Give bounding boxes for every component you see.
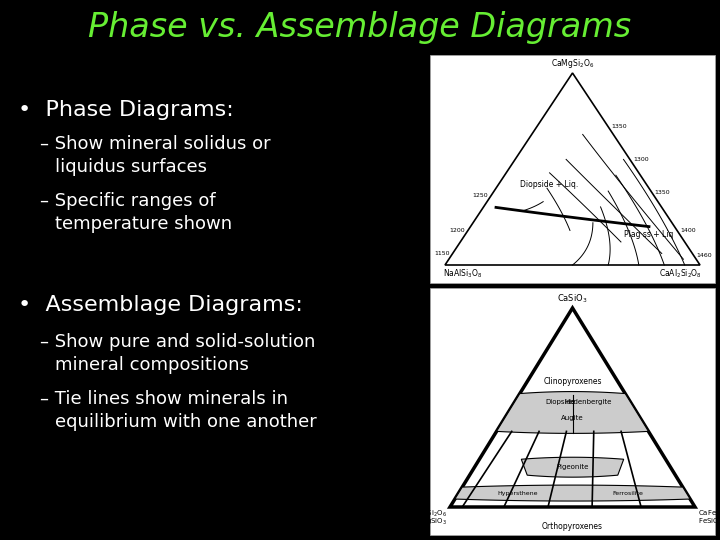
Text: Clinopyroxenes: Clinopyroxenes xyxy=(544,376,602,386)
Text: temperature shown: temperature shown xyxy=(55,215,232,233)
Text: Ferrosilite: Ferrosilite xyxy=(612,490,643,496)
Text: liquidus surfaces: liquidus surfaces xyxy=(55,158,207,176)
Text: NaAlSi$_3$O$_8$: NaAlSi$_3$O$_8$ xyxy=(443,268,482,280)
Text: 1200: 1200 xyxy=(449,228,465,233)
Text: Phase vs. Assemblage Diagrams: Phase vs. Assemblage Diagrams xyxy=(89,11,631,44)
Polygon shape xyxy=(455,485,690,501)
Text: mineral compositions: mineral compositions xyxy=(55,356,249,374)
Polygon shape xyxy=(521,457,624,477)
Text: – Tie lines show minerals in: – Tie lines show minerals in xyxy=(40,390,288,408)
Text: •  Assemblage Diagrams:: • Assemblage Diagrams: xyxy=(18,295,303,315)
Text: CaAl$_2$Si$_2$O$_8$: CaAl$_2$Si$_2$O$_8$ xyxy=(659,268,702,280)
Text: MgSiO$_3$: MgSiO$_3$ xyxy=(420,517,447,527)
Text: Hedenbergite: Hedenbergite xyxy=(564,399,612,404)
Text: CaFeSi$_2$O$_6$: CaFeSi$_2$O$_6$ xyxy=(698,509,720,519)
Text: Hypersthene: Hypersthene xyxy=(497,490,538,496)
Text: 1150: 1150 xyxy=(434,251,450,256)
Text: – Show pure and solid-solution: – Show pure and solid-solution xyxy=(40,333,315,351)
Text: FeSiO$_3$: FeSiO$_3$ xyxy=(698,517,720,527)
Text: CaMgSi$_2$O$_6$: CaMgSi$_2$O$_6$ xyxy=(407,509,447,519)
Text: equilibrium with one another: equilibrium with one another xyxy=(55,413,317,431)
Text: Augite: Augite xyxy=(561,415,584,422)
Text: 1400: 1400 xyxy=(680,228,696,233)
Text: 1250: 1250 xyxy=(472,193,488,198)
Polygon shape xyxy=(497,392,649,434)
Text: •  Phase Diagrams:: • Phase Diagrams: xyxy=(18,100,234,120)
Text: – Specific ranges of: – Specific ranges of xyxy=(40,192,215,210)
Text: – Show mineral solidus or: – Show mineral solidus or xyxy=(40,135,271,153)
Text: Diopside + Liq.: Diopside + Liq. xyxy=(521,180,579,189)
Text: 1350: 1350 xyxy=(654,190,670,194)
Bar xyxy=(430,55,715,283)
Text: 1300: 1300 xyxy=(633,157,649,162)
Text: CaSiO$_3$: CaSiO$_3$ xyxy=(557,293,588,305)
Text: Pigeonite: Pigeonite xyxy=(557,464,589,470)
Text: Plag ss + Liq: Plag ss + Liq xyxy=(624,230,674,239)
Text: Diopside: Diopside xyxy=(546,399,575,404)
Text: Orthopyroxenes: Orthopyroxenes xyxy=(542,522,603,531)
Text: 1350: 1350 xyxy=(611,124,627,129)
Text: CaMgSi$_2$O$_6$: CaMgSi$_2$O$_6$ xyxy=(551,57,594,70)
Text: 1460: 1460 xyxy=(697,253,712,258)
Bar xyxy=(430,288,715,535)
